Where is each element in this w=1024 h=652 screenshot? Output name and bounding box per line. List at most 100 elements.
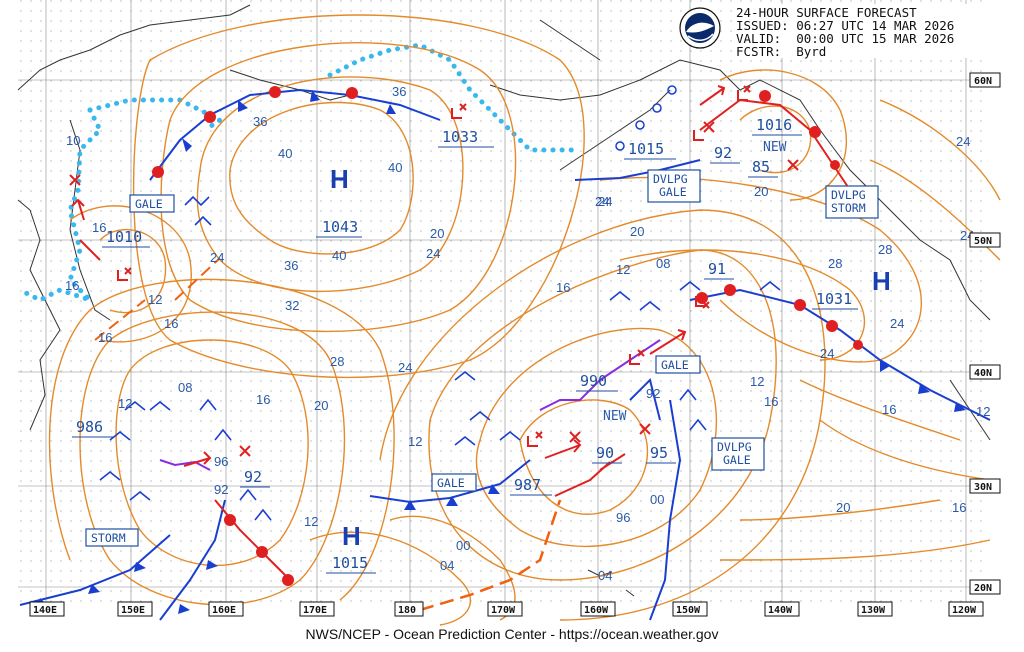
- isobar-label: 16: [65, 278, 79, 293]
- warning-label: DVLPG: [653, 172, 688, 186]
- pressure-value: 1033: [442, 128, 478, 146]
- isobar-label: 12: [750, 374, 764, 389]
- isobar-label: 24: [820, 346, 834, 361]
- lon-label: 140E: [33, 605, 57, 616]
- noaa-logo: [679, 7, 721, 49]
- lon-label: 130W: [861, 605, 886, 616]
- new-label: NEW: [763, 140, 787, 155]
- isobar-label: 12: [976, 404, 990, 419]
- isobar-label: 12: [148, 292, 162, 307]
- isobar-label: 10: [66, 133, 80, 148]
- isobar-label: 92: [214, 482, 228, 497]
- warning-label: GALE: [723, 453, 751, 467]
- pressure-value: 1010: [106, 228, 142, 246]
- isobar-label: 12: [616, 262, 630, 277]
- warning-label: GALE: [437, 476, 465, 490]
- pressure-value: 91: [708, 260, 726, 278]
- pressure-value: 90: [596, 444, 614, 462]
- pressure-value: 92: [714, 144, 732, 162]
- lon-label: 170W: [491, 605, 516, 616]
- pressure-centers: H 1043 H 1031 H 1015 1033 1010 1015 1016…: [72, 116, 891, 574]
- lon-label: 160E: [212, 605, 236, 616]
- pressure-value: 1031: [816, 290, 852, 308]
- lon-label: 140W: [768, 605, 793, 616]
- pressure-value: 987: [514, 476, 541, 494]
- ice-markers: [615, 85, 677, 151]
- isobar-label: 16: [952, 500, 966, 515]
- isobar-label: 20: [630, 224, 644, 239]
- isobar-label: 00: [650, 492, 664, 507]
- isobar-label: 24: [210, 250, 224, 265]
- isobar-label: 16: [764, 394, 778, 409]
- pressure-value: 92: [244, 468, 262, 486]
- ice-edge: [17, 42, 583, 303]
- lat-label: 60N: [974, 76, 992, 87]
- isobar-labels: 10 16 16 16 12 16 36 40 40 36 40 36 32 2…: [65, 84, 990, 583]
- isobar-label: 24: [598, 194, 612, 209]
- isobar-label: 32: [285, 298, 299, 313]
- warning-label: GALE: [661, 358, 689, 372]
- fronts: [19, 86, 991, 621]
- isobar-label: 04: [598, 568, 612, 583]
- warning-boxes: GALE GALE GALE STORM DVLPG GALE DVLPG GA…: [85, 169, 879, 547]
- isobar-label: 20: [314, 398, 328, 413]
- isobar-label: 00: [456, 538, 470, 553]
- isobar-label: 96: [616, 510, 630, 525]
- isobar-label: 16: [256, 392, 270, 407]
- isobar-label: 92: [646, 386, 660, 401]
- warning-label: DVLPG: [717, 440, 752, 454]
- isobar-label: 20: [754, 184, 768, 199]
- pressure-value: 990: [580, 372, 607, 390]
- high-center-1031: H: [872, 266, 891, 296]
- lon-label: 120W: [952, 605, 977, 616]
- isobar-label: 28: [878, 242, 892, 257]
- lon-label: 180: [398, 605, 416, 616]
- lat-lon-grid: [18, 0, 990, 605]
- new-label: NEW: [603, 409, 627, 424]
- isobar-label: 16: [98, 330, 112, 345]
- isobar-label: 36: [392, 84, 406, 99]
- isobar-label: 40: [278, 146, 292, 161]
- lat-label: 40N: [974, 368, 992, 379]
- warning-label: GALE: [659, 185, 687, 199]
- pressure-value: 1015: [628, 140, 664, 158]
- lon-label: 150E: [121, 605, 145, 616]
- credit-line: NWS/NCEP - Ocean Prediction Center - htt…: [305, 626, 719, 642]
- isobar-label: 40: [388, 160, 402, 175]
- high-center-1015: H: [342, 521, 361, 551]
- isobar-label: 04: [440, 558, 454, 573]
- pressure-value: 1016: [756, 116, 792, 134]
- lon-label: 150W: [676, 605, 701, 616]
- isobar-label: 96: [214, 454, 228, 469]
- isobar-label: 24: [956, 134, 970, 149]
- pressure-value: 85: [752, 158, 770, 176]
- high-center-1043: H: [330, 164, 349, 194]
- header-title: 24-HOUR SURFACE FORECAST: [736, 5, 917, 20]
- isobar-label: 16: [882, 402, 896, 417]
- lat-label: 30N: [974, 482, 992, 493]
- longitude-axis: 140E 150E 160E 170E 180 170W 160W 150W 1…: [29, 601, 984, 617]
- pressure-value: 1043: [322, 218, 358, 236]
- isobar-label: 20: [836, 500, 850, 515]
- isobar-label: 28: [330, 354, 344, 369]
- isobar-label: 36: [253, 114, 267, 129]
- isobar-label: 08: [178, 380, 192, 395]
- warning-label: STORM: [831, 201, 866, 215]
- isobar-label: 12: [408, 434, 422, 449]
- isobar-label: 16: [92, 220, 106, 235]
- lat-label: 50N: [974, 236, 992, 247]
- isobar-label: 24: [426, 246, 440, 261]
- isobar-label: 16: [164, 316, 178, 331]
- warning-label: DVLPG: [831, 188, 866, 202]
- pressure-value: 95: [650, 444, 668, 462]
- isobar-label: 24: [890, 316, 904, 331]
- isobar-label: 28: [828, 256, 842, 271]
- isobars: [48, 14, 1001, 626]
- isobar-label: 20: [430, 226, 444, 241]
- coastlines: [17, 4, 991, 597]
- header-issued: ISSUED: 06:27 UTC 14 MAR 2026: [736, 18, 955, 33]
- isobar-label: 36: [284, 258, 298, 273]
- isobar-label: 12: [118, 396, 132, 411]
- isobar-label: 24: [595, 194, 609, 209]
